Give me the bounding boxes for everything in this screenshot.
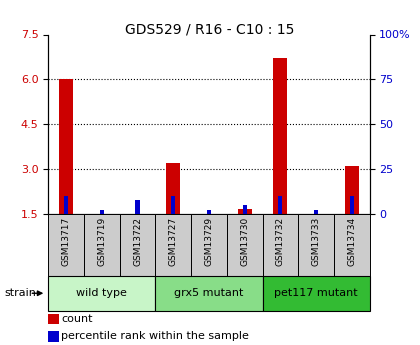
Text: GSM13722: GSM13722: [133, 217, 142, 266]
Bar: [171, 196, 176, 214]
Bar: [155, 214, 191, 276]
Bar: [349, 196, 354, 214]
Bar: [191, 214, 227, 276]
Bar: [238, 209, 252, 214]
Text: GDS529 / R16 - C10 : 15: GDS529 / R16 - C10 : 15: [125, 22, 295, 37]
Bar: [48, 276, 155, 310]
Text: pet117 mutant: pet117 mutant: [274, 288, 358, 298]
Bar: [298, 214, 334, 276]
Text: strain: strain: [4, 288, 36, 298]
Bar: [166, 163, 181, 214]
Text: GSM13727: GSM13727: [169, 217, 178, 266]
Bar: [135, 199, 140, 214]
Text: count: count: [61, 314, 93, 324]
Text: GSM13734: GSM13734: [347, 217, 356, 266]
Bar: [48, 214, 84, 276]
Text: GSM13729: GSM13729: [205, 217, 213, 266]
Bar: [48, 314, 58, 324]
Bar: [314, 210, 318, 214]
Bar: [262, 276, 370, 310]
Bar: [59, 79, 74, 214]
Text: grx5 mutant: grx5 mutant: [174, 288, 244, 298]
Bar: [262, 214, 298, 276]
Text: GSM13717: GSM13717: [62, 217, 71, 266]
Bar: [48, 331, 58, 342]
Text: percentile rank within the sample: percentile rank within the sample: [61, 332, 249, 341]
Bar: [120, 214, 155, 276]
Bar: [345, 166, 359, 214]
Bar: [227, 214, 262, 276]
Bar: [334, 214, 370, 276]
Text: GSM13719: GSM13719: [97, 217, 106, 266]
Bar: [100, 210, 104, 214]
Bar: [242, 205, 247, 214]
Text: GSM13730: GSM13730: [240, 217, 249, 266]
Text: wild type: wild type: [76, 288, 127, 298]
Bar: [273, 58, 288, 214]
Text: GSM13733: GSM13733: [312, 217, 320, 266]
Bar: [155, 276, 262, 310]
Bar: [84, 214, 120, 276]
Text: GSM13732: GSM13732: [276, 217, 285, 266]
Bar: [278, 196, 283, 214]
Bar: [64, 196, 68, 214]
Bar: [207, 210, 211, 214]
